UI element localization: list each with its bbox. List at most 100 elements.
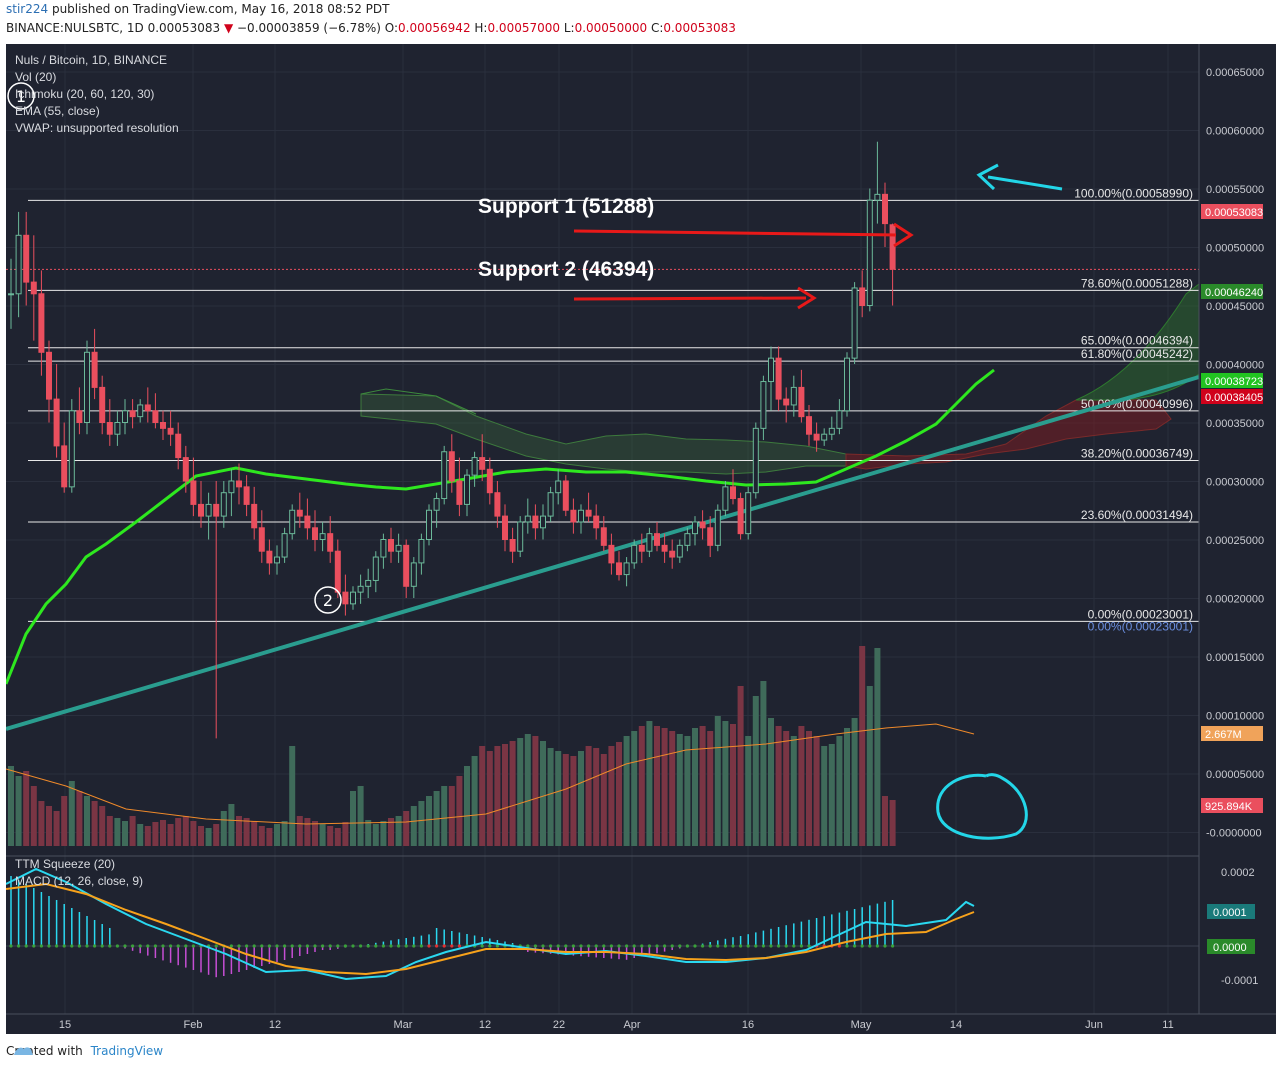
volume-bar-35 bbox=[274, 824, 280, 846]
squeeze-dot-74 bbox=[571, 944, 576, 948]
candle-body-1 bbox=[15, 234, 22, 295]
squeeze-dot-90 bbox=[693, 944, 697, 948]
candle-body-33 bbox=[258, 527, 265, 552]
squeeze-dot-64 bbox=[495, 944, 499, 948]
volume-bar-13 bbox=[106, 816, 113, 846]
candle-body-86 bbox=[661, 544, 668, 552]
squeeze-dot-10 bbox=[85, 944, 89, 948]
candle-body-100 bbox=[768, 357, 774, 383]
squeeze-dot-36 bbox=[283, 944, 287, 948]
price-tick-9: 0.00020000 bbox=[1206, 594, 1264, 606]
volume-bar-74 bbox=[570, 756, 577, 846]
candle-body-44 bbox=[342, 591, 349, 605]
volume-bar-50 bbox=[388, 818, 394, 846]
time-tick-9: 14 bbox=[950, 1019, 962, 1031]
squeeze-dot-45 bbox=[351, 944, 355, 948]
legend-vol: Vol (20) bbox=[15, 70, 56, 84]
squeeze-dot-6 bbox=[55, 944, 59, 948]
candle-body-4 bbox=[38, 293, 45, 353]
trendline-long bbox=[6, 375, 1200, 731]
chart-container[interactable]: 100.00%(0.00058990) 78.60%(0.00051288) 65.… bbox=[6, 44, 1276, 1034]
volume-bar-34 bbox=[266, 828, 273, 846]
squeeze-dot-80 bbox=[617, 944, 621, 948]
candle-body-29 bbox=[228, 480, 235, 494]
candle-body-104 bbox=[798, 386, 805, 418]
candle-body-64 bbox=[494, 492, 501, 517]
squeeze-dot-98 bbox=[754, 944, 758, 948]
squeeze-dot-63 bbox=[488, 944, 492, 948]
squeeze-dot-75 bbox=[579, 944, 583, 948]
volume-bar-80 bbox=[616, 742, 622, 846]
squeeze-dot-101 bbox=[777, 944, 781, 948]
price-chart-svg[interactable]: 100.00%(0.00058990) 78.60%(0.00051288) 65.… bbox=[6, 44, 1276, 1034]
legend-macd: MACD (12, 26, close, 9) bbox=[15, 874, 143, 888]
fib-label-8: 0.00%(0.00023001) bbox=[1088, 619, 1193, 633]
volume-bar-70 bbox=[540, 741, 546, 846]
volume-bar-116 bbox=[889, 800, 896, 846]
squeeze-dot-77 bbox=[594, 944, 598, 948]
candle-body-69 bbox=[532, 515, 539, 529]
fib-label-6: 23.60%(0.00031494) bbox=[1081, 508, 1193, 522]
candle-body-9 bbox=[76, 410, 83, 423]
volume-bar-15 bbox=[122, 821, 128, 846]
author-link[interactable]: stir224 bbox=[6, 2, 49, 16]
macd-line bbox=[6, 867, 975, 981]
squeeze-dot-44 bbox=[343, 944, 347, 948]
volume-bar-71 bbox=[547, 748, 554, 846]
squeeze-dot-1 bbox=[17, 944, 21, 948]
volume-bar-85 bbox=[654, 726, 660, 846]
fibonacci-levels: 100.00%(0.00058990) 78.60%(0.00051288) 65.… bbox=[6, 186, 1199, 633]
squeeze-dot-78 bbox=[602, 944, 606, 948]
candle-body-54 bbox=[418, 539, 425, 564]
volume-bar-59 bbox=[456, 776, 463, 846]
volume-bar-66 bbox=[509, 741, 516, 846]
support1-label: Support 1 (51288) bbox=[478, 195, 654, 218]
candle-body-8 bbox=[68, 410, 75, 488]
squeeze-dot-57 bbox=[442, 944, 446, 948]
open-label: O: bbox=[384, 21, 399, 35]
fib-label-2: 65.00%(0.00046394) bbox=[1081, 334, 1193, 348]
candle-body-83 bbox=[638, 544, 645, 552]
candle-body-105 bbox=[806, 416, 812, 435]
volume-bar-65 bbox=[502, 744, 508, 846]
squeeze-dot-97 bbox=[746, 944, 750, 948]
candle-body-56 bbox=[433, 498, 440, 511]
time-tick-4: 12 bbox=[479, 1019, 491, 1031]
candle-body-21 bbox=[167, 427, 174, 435]
volume-bar-88 bbox=[676, 734, 683, 846]
candle-body-80 bbox=[616, 562, 622, 576]
volume-bar-10 bbox=[84, 796, 90, 846]
low-value: 0.00050000 bbox=[574, 21, 648, 35]
volume-bar-111 bbox=[851, 718, 858, 846]
candle-body-85 bbox=[654, 533, 660, 546]
time-tick-2: 12 bbox=[269, 1019, 281, 1031]
volume-bar-43 bbox=[334, 828, 341, 846]
squeeze-dot-62 bbox=[480, 944, 484, 948]
candle-body-3 bbox=[30, 281, 37, 295]
squeeze-dot-42 bbox=[328, 944, 332, 948]
macd-panel bbox=[6, 855, 1199, 981]
candle-body-70 bbox=[540, 515, 546, 529]
candle-body-15 bbox=[122, 410, 128, 423]
candle-body-25 bbox=[198, 503, 204, 517]
squeeze-dot-113 bbox=[868, 944, 872, 948]
squeeze-dot-49 bbox=[381, 944, 385, 948]
squeeze-dot-17 bbox=[138, 944, 142, 948]
price-badge-4: 2.667M bbox=[1205, 729, 1242, 741]
volume-bar-52 bbox=[403, 811, 410, 846]
tradingview-link[interactable]: TradingView bbox=[90, 1044, 164, 1058]
squeeze-dot-24 bbox=[191, 944, 195, 948]
macd-badge-bg-0 bbox=[1207, 904, 1255, 919]
squeeze-dot-2 bbox=[24, 944, 28, 948]
candle-body-102 bbox=[783, 398, 790, 406]
support1-arrow-shaft bbox=[573, 229, 897, 237]
support2-arrow-shaft bbox=[573, 296, 807, 301]
volume-bar-87 bbox=[669, 731, 676, 846]
squeeze-dot-70 bbox=[541, 944, 545, 948]
squeeze-dot-31 bbox=[245, 944, 249, 948]
change-arrow: ▼ bbox=[223, 21, 234, 35]
legend-title: Nuls / Bitcoin, 1D, BINANCE bbox=[15, 53, 167, 67]
trendline bbox=[6, 375, 1200, 731]
squeeze-dot-43 bbox=[336, 944, 340, 948]
price-tick-1: 0.00060000 bbox=[1206, 126, 1264, 138]
